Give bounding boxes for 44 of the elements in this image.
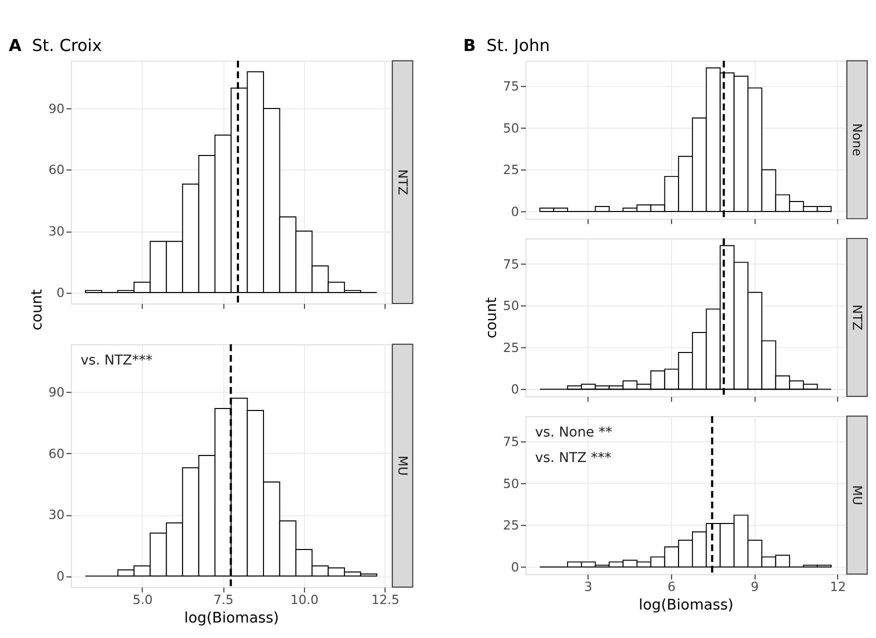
y-tick-label: 0 (511, 204, 520, 219)
annotation: vs. NTZ*** (80, 352, 153, 369)
x-tick-label: 7.5 (214, 592, 234, 608)
x-tick-label: 5.0 (132, 592, 153, 608)
y-tick-label: 0 (511, 382, 520, 397)
y-tick-label: 50 (503, 476, 520, 491)
y-tick-label: 60 (48, 162, 65, 178)
y-tick-label: 75 (503, 256, 520, 272)
x-tick-label: 3 (584, 579, 592, 594)
annotation: vs. NTZ *** (535, 450, 612, 466)
x-tick-label: 10.0 (290, 592, 318, 608)
y-tick-label: 25 (503, 518, 520, 533)
y-tick-label: 30 (48, 224, 65, 239)
y-tick-label: 75 (503, 78, 520, 94)
x-tick-label: 6 (668, 579, 676, 594)
y-tick-label: 90 (48, 100, 65, 116)
text: None (850, 123, 866, 156)
y-tick-label: 50 (503, 120, 520, 136)
y-tick-label: 25 (503, 162, 520, 178)
y-tick-label: 90 (48, 384, 65, 400)
y-axis-title: count (483, 297, 500, 338)
y-tick-label: 0 (511, 559, 520, 574)
y-tick-label: 60 (48, 446, 65, 461)
y-tick-label: 0 (56, 284, 65, 300)
chart-subtitle: St. John (486, 36, 550, 55)
x-axis-title: log(Biomass) (638, 596, 734, 614)
text: NTZ (396, 169, 411, 196)
y-tick-label: 0 (56, 568, 65, 584)
text: MU (850, 485, 866, 506)
text: B (463, 36, 476, 55)
text: MU (396, 456, 411, 476)
text: NTZ (850, 304, 866, 331)
x-axis-title: log(Biomass) (184, 610, 279, 627)
x-tick-label: 12 (830, 579, 846, 594)
y-tick-label: 25 (503, 340, 520, 355)
y-tick-label: 75 (503, 434, 520, 450)
x-tick-label: 9 (750, 579, 759, 594)
y-tick-label: 50 (503, 298, 520, 314)
x-tick-label: 12.5 (371, 592, 400, 608)
chart-subtitle: St. Croix (32, 36, 102, 55)
y-tick-label: 30 (48, 507, 65, 522)
text: A (8, 36, 22, 55)
annotation: vs. None ** (535, 424, 612, 441)
y-axis-title: count (28, 289, 46, 330)
